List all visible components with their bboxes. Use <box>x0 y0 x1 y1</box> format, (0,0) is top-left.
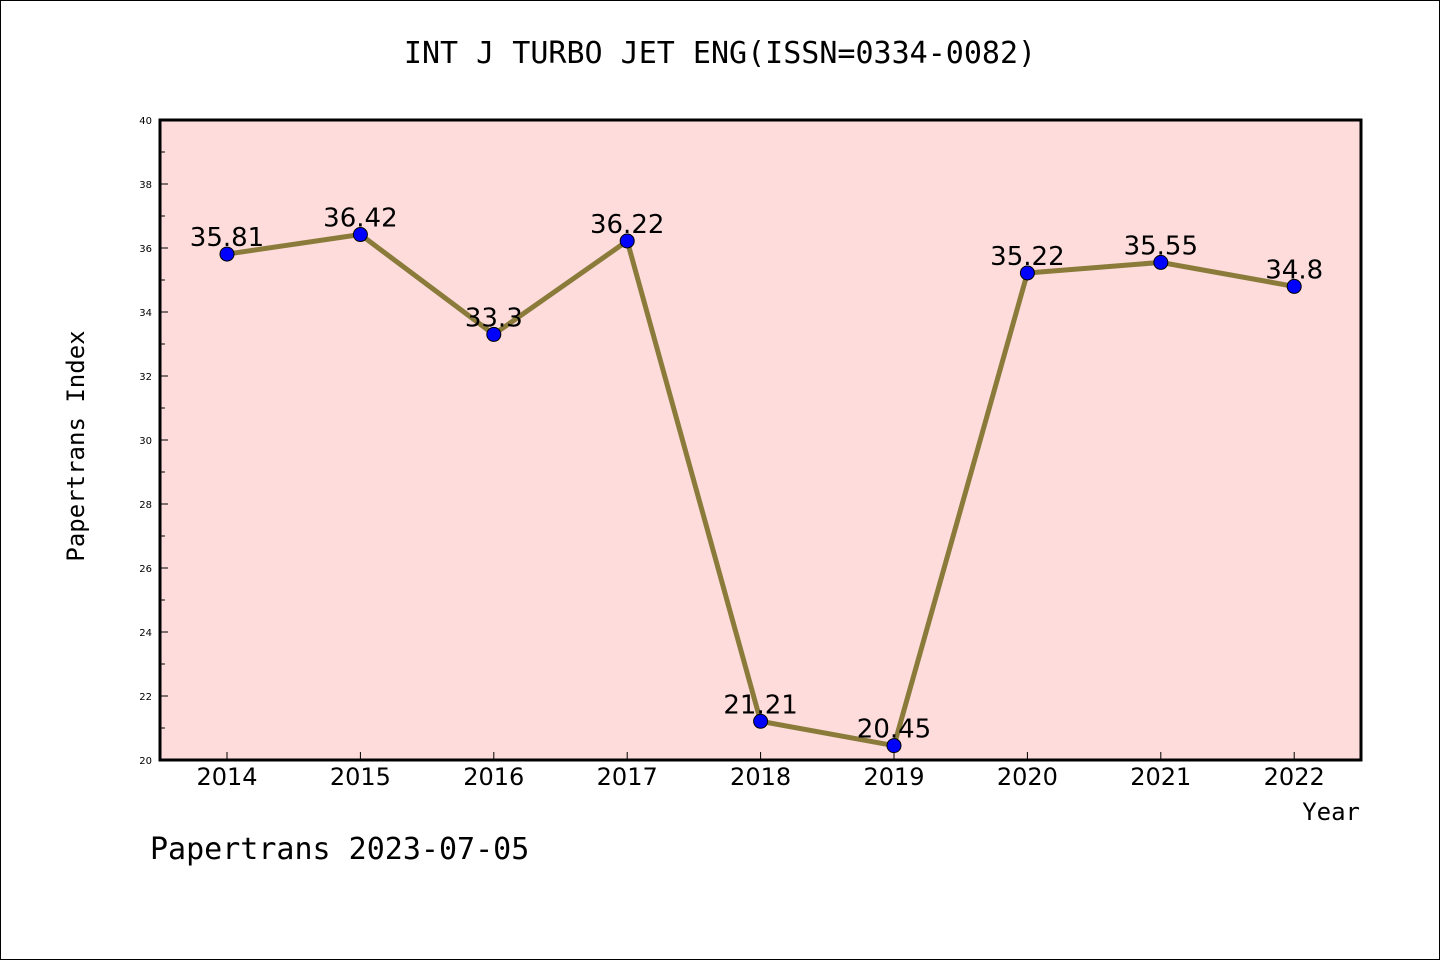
plot-border <box>158 118 1363 762</box>
data-point <box>753 713 769 729</box>
y-tick-label: 38 <box>139 180 152 191</box>
data-label: 21.21 <box>723 690 797 720</box>
data-label: 35.81 <box>190 223 264 253</box>
x-axis-label: Year <box>1302 798 1360 826</box>
y-tick-label: 28 <box>139 500 152 511</box>
data-point <box>219 246 235 262</box>
x-tick-label: 2014 <box>196 763 257 791</box>
y-tick-label: 40 <box>139 116 152 127</box>
x-tick-label: 2019 <box>863 763 924 791</box>
data-label: 33.3 <box>465 303 523 333</box>
x-tick-label: 2017 <box>597 763 658 791</box>
plot-area <box>160 120 1361 760</box>
y-tick-label: 32 <box>139 372 152 383</box>
data-point <box>1286 278 1302 294</box>
data-point <box>619 233 635 249</box>
data-label: 36.22 <box>590 210 664 240</box>
x-tick-label: 2016 <box>463 763 524 791</box>
data-point <box>886 738 902 754</box>
chart-title: INT J TURBO JET ENG(ISSN=0334-0082) <box>403 36 1037 71</box>
y-tick-label: 22 <box>139 692 152 703</box>
footer-note: Papertrans 2023-07-05 <box>150 832 530 867</box>
data-label: 35.55 <box>1124 231 1198 261</box>
y-tick-label: 36 <box>139 244 152 255</box>
data-point <box>1019 265 1035 281</box>
data-label: 34.8 <box>1265 255 1323 285</box>
x-tick-label: 2018 <box>730 763 791 791</box>
y-axis-label: Papertrans Index <box>62 330 90 561</box>
x-tick-label: 2021 <box>1130 763 1191 791</box>
y-tick-label: 30 <box>139 436 152 447</box>
data-label: 35.22 <box>990 242 1064 272</box>
data-point <box>486 326 502 342</box>
y-tick-label: 34 <box>139 308 152 319</box>
y-tick-label: 20 <box>139 756 152 767</box>
x-tick-label: 2022 <box>1264 763 1325 791</box>
y-tick-label: 26 <box>139 564 152 575</box>
data-point <box>1153 254 1169 270</box>
data-label: 20.45 <box>857 715 931 745</box>
y-tick-label: 24 <box>139 628 152 639</box>
x-tick-label: 2015 <box>330 763 391 791</box>
data-point <box>352 227 368 243</box>
data-label: 36.42 <box>323 204 397 234</box>
x-tick-label: 2020 <box>997 763 1058 791</box>
